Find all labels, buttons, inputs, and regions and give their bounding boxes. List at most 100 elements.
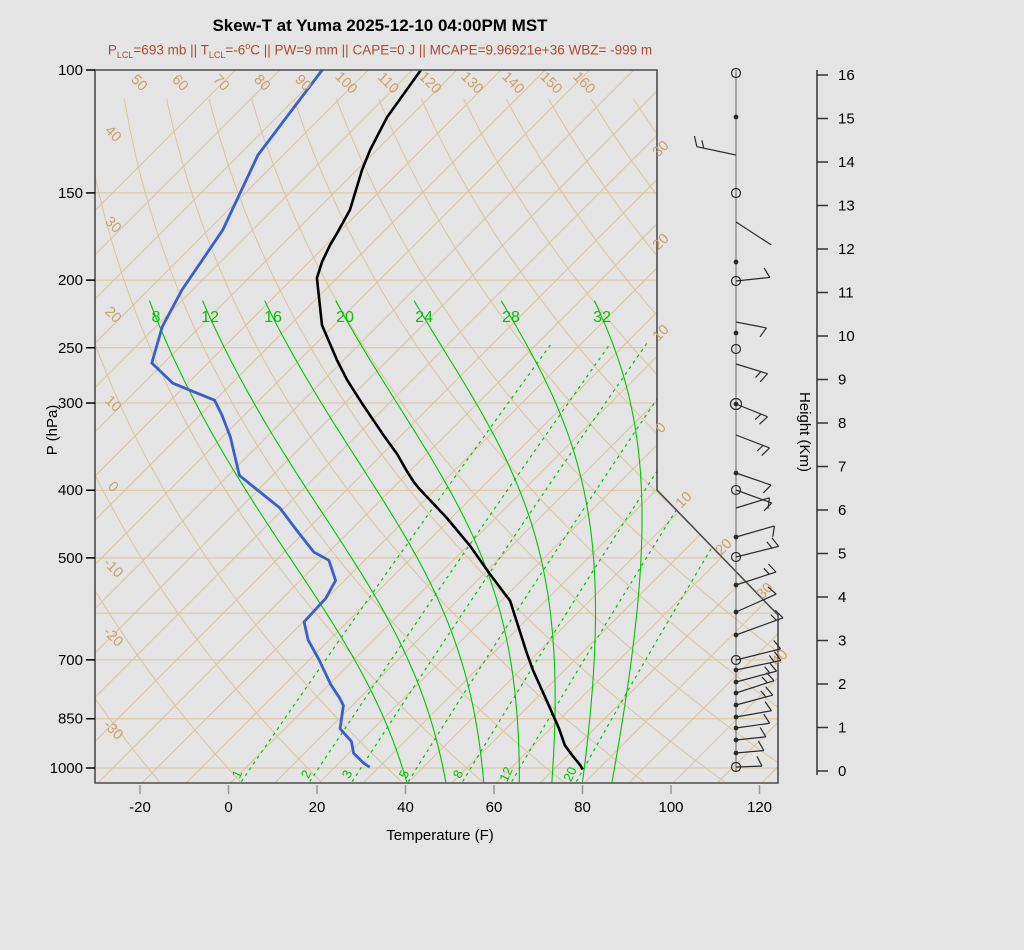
mixing-ratio-line bbox=[511, 342, 778, 782]
wind-barb-feather bbox=[754, 413, 762, 421]
height-tick-label: 9 bbox=[838, 372, 846, 389]
isotherm-line bbox=[95, 70, 590, 783]
mixing-ratio-line bbox=[309, 342, 612, 782]
isotherm-line bbox=[95, 70, 723, 783]
temperature-curve bbox=[315, 70, 584, 771]
moist-adiabat-line bbox=[202, 300, 447, 783]
dry-adiabat-line bbox=[293, 98, 778, 783]
wind-barbs bbox=[693, 67, 784, 773]
mixing-ratio-line bbox=[575, 342, 778, 782]
dry-adiabat-line bbox=[505, 98, 778, 783]
mixing-ratio-label: 8 bbox=[450, 768, 467, 781]
grid-label: 50 bbox=[127, 72, 150, 95]
wind-dot bbox=[733, 330, 739, 336]
height-tick-label: 16 bbox=[838, 67, 855, 84]
plot-border bbox=[94, 69, 779, 784]
isotherm-line bbox=[627, 70, 778, 783]
dry-adiabat-line bbox=[95, 98, 322, 782]
wind-barb-feather bbox=[701, 140, 705, 149]
grid-label: 10 bbox=[650, 322, 673, 345]
wind-barb-feather bbox=[756, 756, 763, 767]
wind-barb-feather bbox=[769, 662, 778, 672]
pressure-tick-label: 700 bbox=[58, 652, 83, 669]
pressure-axis-title: P (hPa) bbox=[44, 405, 61, 456]
wind-barb-shaft bbox=[735, 571, 777, 586]
wind-barb-shaft bbox=[735, 659, 782, 671]
grid-label: 100 bbox=[332, 69, 360, 97]
moist-adiabat-label: 20 bbox=[336, 309, 354, 326]
grid-label: 90 bbox=[291, 72, 314, 95]
wind-barb-feather bbox=[765, 686, 774, 696]
grid-label: -10 bbox=[100, 555, 126, 581]
height-tick-label: 3 bbox=[838, 633, 846, 650]
wind-barb-feather bbox=[761, 447, 771, 456]
isotherm-line bbox=[229, 70, 778, 783]
grid-label: 110 bbox=[374, 69, 402, 97]
isotherm-line bbox=[95, 70, 635, 783]
height-tick-label: 12 bbox=[838, 241, 855, 258]
wind-barb-feather bbox=[768, 563, 777, 573]
wind-barb-shaft bbox=[735, 593, 777, 613]
grid-label: 70 bbox=[209, 72, 232, 95]
temperature-tick-label: 40 bbox=[397, 799, 414, 816]
moist-adiabat-label: 28 bbox=[502, 309, 520, 326]
dewpoint-curve bbox=[150, 70, 371, 769]
wind-barb-feather bbox=[762, 484, 772, 494]
height-tick-label: 8 bbox=[838, 415, 846, 432]
wind-barb-feather bbox=[763, 567, 770, 575]
wind-barb-feather bbox=[766, 672, 775, 682]
dry-adiabat-line bbox=[378, 98, 778, 783]
temperature-tick-label: 120 bbox=[747, 799, 772, 816]
grid-label: 150 bbox=[537, 69, 565, 97]
dry-adiabat-line bbox=[95, 98, 241, 782]
wind-barb-shaft bbox=[735, 765, 763, 768]
isotherm-line bbox=[95, 70, 546, 783]
temperature-tick-label: 20 bbox=[309, 799, 326, 816]
wind-barb-shaft bbox=[735, 617, 784, 636]
temperature-axis: -20 0 20 40 60 80 100 120 Temperature (F) bbox=[129, 785, 772, 844]
wind-barb-feather bbox=[759, 416, 768, 425]
moist-adiabat-label: 32 bbox=[593, 309, 611, 326]
grid-label: 60 bbox=[168, 72, 191, 95]
dry-adiabat-line bbox=[335, 98, 778, 783]
wind-barb-feather bbox=[774, 609, 784, 619]
temperature-tick-label: 0 bbox=[224, 799, 232, 816]
dry-adiabat-line bbox=[547, 98, 778, 783]
wind-barb-feather bbox=[761, 676, 768, 684]
height-tick-label: 2 bbox=[838, 676, 846, 693]
wind-barb-feather bbox=[768, 655, 775, 663]
grid-label: 30 bbox=[650, 138, 673, 161]
moist-adiabat-line bbox=[335, 300, 520, 783]
wind-barb-shaft bbox=[735, 363, 768, 375]
dry-adiabat-line bbox=[632, 98, 778, 783]
pressure-tick-label: 400 bbox=[58, 482, 83, 499]
wind-barb-feather bbox=[759, 727, 767, 738]
moist-adiabat-line bbox=[593, 300, 643, 783]
wind-barb-shaft bbox=[735, 736, 766, 741]
wind-barb-shaft bbox=[735, 497, 770, 509]
moist-adiabat-line bbox=[413, 300, 556, 783]
wind-barb-feather bbox=[693, 135, 698, 147]
isotherm-line bbox=[95, 70, 458, 783]
moist-adiabat-label: 8 bbox=[152, 309, 161, 326]
height-tick-label: 6 bbox=[838, 502, 846, 519]
wind-barb-shaft bbox=[735, 525, 775, 538]
mixing-ratio-label: 2 bbox=[298, 768, 315, 781]
mixing-ratio-line bbox=[351, 342, 648, 782]
wind-barb-feather bbox=[760, 690, 767, 698]
isotherm-line bbox=[184, 70, 778, 783]
wind-barb-feather bbox=[766, 541, 773, 549]
pressure-tick-label: 850 bbox=[58, 711, 83, 728]
wind-barb-shaft bbox=[735, 722, 770, 729]
wind-barb-feather bbox=[763, 267, 771, 278]
isotherm-line bbox=[96, 70, 778, 783]
wind-dot bbox=[733, 114, 739, 120]
wind-barb-feather bbox=[759, 327, 767, 338]
moist-adiabat-line bbox=[264, 300, 485, 783]
isotherm-line bbox=[406, 70, 778, 783]
wind-circle bbox=[730, 343, 742, 355]
wind-circle bbox=[729, 397, 743, 411]
wind-barb-feather bbox=[764, 666, 771, 674]
